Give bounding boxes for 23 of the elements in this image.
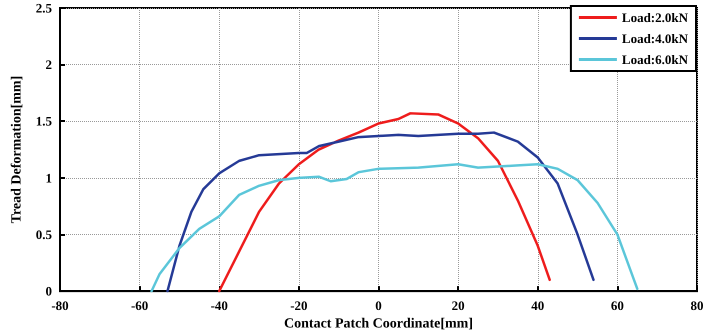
x-axis-title: Contact Patch Coordinate[mm] <box>284 316 473 332</box>
x-tick-label: -40 <box>210 298 228 314</box>
x-tick-label: 40 <box>531 298 544 314</box>
y-tick-label: 0 <box>46 284 52 299</box>
legend-label: Load:6.0kN <box>622 52 689 67</box>
y-tick-label: 2.5 <box>36 0 52 16</box>
legend-label: Load:4.0kN <box>622 31 689 46</box>
y-tick-label: 2 <box>46 57 52 72</box>
x-tick-label: 0 <box>375 298 382 314</box>
x-tick-label: 60 <box>610 298 624 314</box>
y-tick-label: 0.5 <box>36 226 52 242</box>
legend-label: Load:2.0kN <box>622 10 689 25</box>
x-tick-label: -80 <box>51 298 69 314</box>
x-tick-label: -20 <box>290 298 308 314</box>
y-tick-label: 1 <box>46 170 52 186</box>
line-series <box>150 163 639 292</box>
x-tick-label: -60 <box>130 298 148 314</box>
line-series <box>166 131 595 292</box>
y-axis-title: Tread Deformation[mm] <box>10 76 24 224</box>
y-tick-label: 1.5 <box>36 114 52 129</box>
x-tick-label: 80 <box>690 298 704 314</box>
line-series <box>218 112 551 292</box>
x-tick-label: 20 <box>452 298 465 314</box>
